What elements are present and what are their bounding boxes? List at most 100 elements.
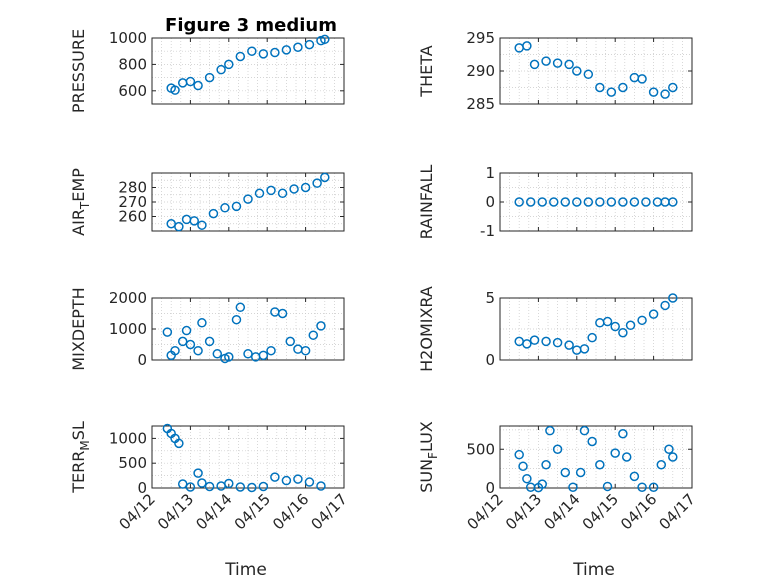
data-point xyxy=(618,82,628,93)
data-point xyxy=(618,327,628,338)
data-point xyxy=(185,339,196,350)
data-point xyxy=(621,452,632,462)
data-point xyxy=(522,339,532,349)
data-point xyxy=(277,188,288,199)
data-point xyxy=(235,302,246,313)
data-point xyxy=(243,194,253,204)
data-point xyxy=(216,64,226,75)
data-point xyxy=(293,474,303,484)
data-point xyxy=(304,39,315,50)
y-tick-label: 0 xyxy=(485,351,495,369)
data-point xyxy=(568,482,578,492)
data-point xyxy=(529,59,540,70)
data-point xyxy=(660,300,670,311)
data-point xyxy=(285,336,295,347)
data-point xyxy=(193,468,203,478)
data-point xyxy=(583,69,594,80)
y-tick-label: 500 xyxy=(118,454,147,472)
data-point xyxy=(304,477,315,487)
data-point xyxy=(320,34,330,45)
data-point xyxy=(595,460,605,470)
data-point xyxy=(656,460,667,470)
data-point xyxy=(602,316,613,327)
data-point xyxy=(549,197,559,207)
data-point xyxy=(525,197,536,207)
y-tick-label: 0 xyxy=(137,351,147,369)
data-point xyxy=(572,66,582,76)
y-tick-label: 0 xyxy=(485,193,495,211)
y-tick-label: 1 xyxy=(485,164,495,182)
data-point xyxy=(293,42,303,52)
y-tick-label: 285 xyxy=(466,95,495,113)
y-tick-label: 1000 xyxy=(109,320,147,338)
data-point xyxy=(193,80,203,91)
data-point xyxy=(170,85,180,95)
data-point xyxy=(602,481,613,492)
data-point xyxy=(212,349,223,359)
y-axis-label: THETA xyxy=(417,45,436,97)
data-point xyxy=(197,478,207,488)
data-point xyxy=(174,221,184,232)
data-point xyxy=(560,467,571,478)
data-point xyxy=(606,197,617,207)
data-point xyxy=(170,345,180,356)
data-point xyxy=(243,349,253,359)
data-point xyxy=(185,76,196,87)
data-point xyxy=(587,436,597,447)
data-point xyxy=(316,481,326,491)
data-point xyxy=(587,332,597,343)
y-tick-label: 500 xyxy=(466,440,495,458)
data-point xyxy=(235,51,246,62)
y-tick-label: 800 xyxy=(118,55,147,73)
data-point xyxy=(514,197,524,207)
data-point xyxy=(289,184,299,194)
data-point xyxy=(231,201,242,212)
data-point xyxy=(189,216,199,226)
data-point xyxy=(174,438,184,449)
data-point xyxy=(618,197,628,207)
data-point xyxy=(258,350,269,361)
data-point xyxy=(610,321,620,332)
data-point xyxy=(660,89,670,99)
subplot-0: 600 800 1000 PRESSURE xyxy=(69,29,345,113)
data-point xyxy=(300,345,311,356)
data-point xyxy=(637,74,647,84)
y-axis-label: AIRTEMP xyxy=(69,168,92,236)
data-point xyxy=(185,482,196,492)
data-point xyxy=(312,178,322,188)
data-point xyxy=(204,481,215,492)
data-point xyxy=(575,467,586,478)
data-point xyxy=(518,461,528,472)
data-point xyxy=(552,58,563,68)
data-point xyxy=(560,197,571,207)
data-point xyxy=(208,208,219,219)
data-point xyxy=(197,318,207,328)
data-point xyxy=(606,87,617,97)
data-point xyxy=(224,352,234,362)
data-point xyxy=(522,41,532,51)
data-point xyxy=(235,482,246,492)
y-tick-label: 0 xyxy=(485,479,495,497)
data-point xyxy=(541,56,551,66)
data-point xyxy=(162,327,173,337)
data-point xyxy=(300,182,311,193)
data-point xyxy=(564,340,574,350)
y-tick-label: 1000 xyxy=(109,429,147,447)
data-point xyxy=(320,172,330,183)
y-axis-label: H2OMIXRA xyxy=(417,286,436,372)
data-point xyxy=(529,335,540,345)
data-point xyxy=(270,47,280,58)
data-point xyxy=(224,59,234,70)
data-point xyxy=(197,220,207,230)
data-point xyxy=(564,59,574,70)
data-point xyxy=(648,87,659,97)
data-point xyxy=(220,203,230,213)
subplot-3: -1 0 1 RAINFALL xyxy=(417,164,693,240)
y-tick-label: -1 xyxy=(480,222,495,240)
x-axis-label: Time xyxy=(224,560,267,580)
data-point xyxy=(552,444,563,454)
axes-box xyxy=(499,425,693,489)
subplot-5: 0 5 H2OMIXRA xyxy=(417,286,693,372)
